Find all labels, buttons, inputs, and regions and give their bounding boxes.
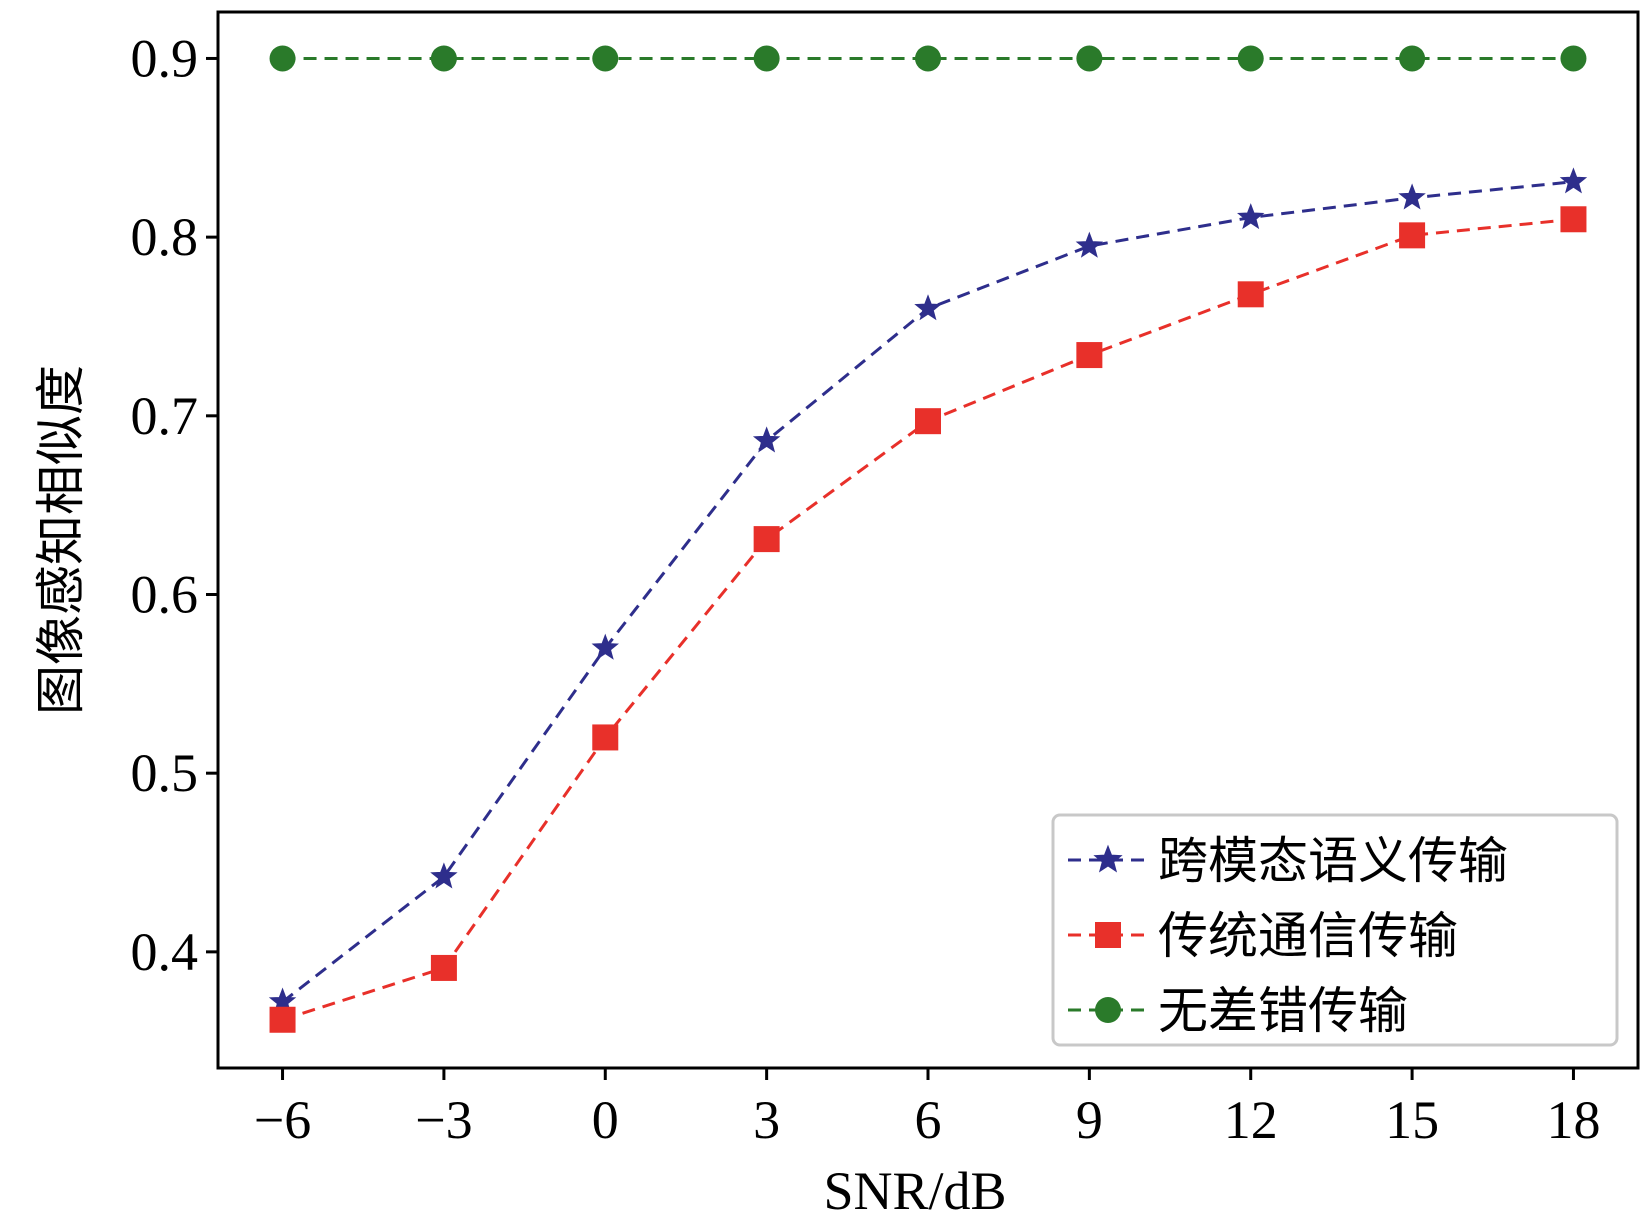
y-tick-label: 0.5 [131,743,199,803]
y-tick-label: 0.9 [131,28,199,88]
data-point-star [1398,183,1426,210]
data-point-square [1237,281,1264,308]
data-point-star [1075,231,1104,258]
series-markers [268,45,1588,1033]
data-point-square [430,954,457,981]
data-point-circle [592,45,619,72]
data-point-circle [430,45,457,72]
y-tick-label: 0.6 [131,564,199,624]
legend-label-error-free: 无差错传输 [1158,982,1408,1040]
legend-marker-star-icon [1093,844,1123,873]
legend-label-traditional: 传统通信传输 [1158,907,1458,965]
x-tick-label: 15 [1385,1090,1439,1150]
data-point-square [1076,342,1103,369]
data-point-star [430,862,458,889]
legend-marker-circle-icon [1095,997,1121,1023]
y-axis-label: 图像感知相似度 [32,365,90,715]
data-point-circle [269,45,296,72]
data-point-square [753,526,780,553]
y-tick-label: 0.7 [131,386,199,446]
x-axis-label: SNR/dB [823,1161,1006,1221]
data-point-circle [1237,45,1264,72]
axes: 0.4 0.5 0.6 0.7 0.8 0.9 −6 −3 0 3 6 9 12 15 18 [131,28,1601,1150]
data-point-square [1399,222,1426,249]
data-point-star [914,294,942,321]
data-point-circle [915,45,941,72]
data-point-star [1237,203,1265,230]
data-point-star [752,426,781,453]
x-tick-label: 18 [1546,1090,1600,1150]
legend-box [1051,813,1619,1047]
data-point-star [591,633,619,660]
data-point-square [1560,206,1587,233]
legend: 跨模态语义传输 传统通信传输 无差错传输 [1051,813,1619,1047]
x-tick-label: −6 [254,1090,311,1150]
data-point-square [269,1006,296,1033]
y-tick-label: 0.8 [131,207,199,267]
x-tick-label: 0 [592,1090,619,1150]
x-tick-label: 6 [915,1090,942,1150]
data-point-circle [1399,45,1426,72]
data-point-circle [1560,45,1587,72]
data-point-circle [1076,45,1103,72]
x-tick-label: 3 [753,1090,780,1150]
x-tick-label: −3 [415,1090,472,1150]
data-point-square [592,724,619,751]
data-point-circle [753,45,780,72]
legend-label-cross-modal: 跨模态语义传输 [1158,832,1508,890]
x-tick-label: 9 [1076,1090,1103,1150]
data-point-square [915,408,941,435]
y-tick-label: 0.4 [131,922,199,982]
legend-marker-square-icon [1095,922,1121,948]
data-point-star [1559,167,1588,194]
x-tick-label: 12 [1224,1090,1278,1150]
